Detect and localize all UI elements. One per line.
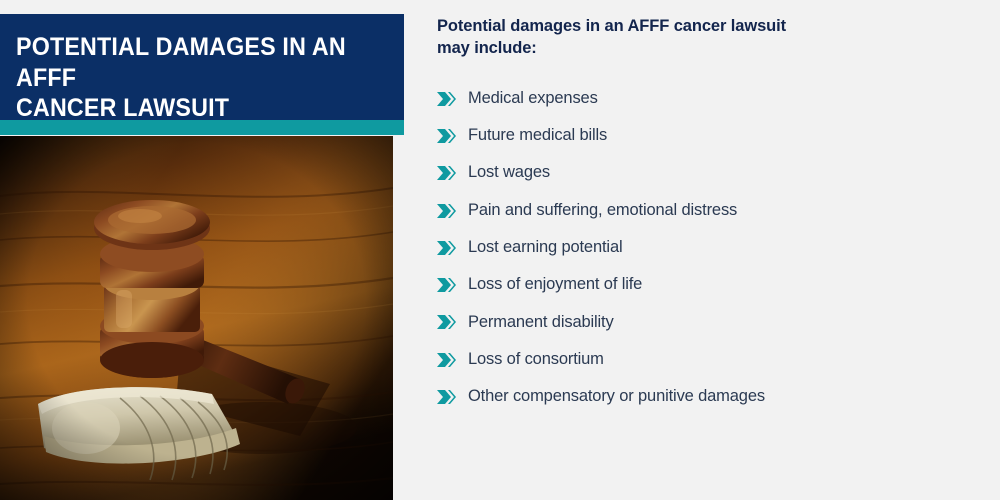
double-chevron-right-icon (437, 352, 457, 367)
list-item-label: Loss of enjoyment of life (468, 275, 643, 294)
list-item: Medical expenses (433, 80, 993, 117)
list-item: Loss of consortium (433, 341, 993, 378)
list-item: Other compensatory or punitive damages (433, 378, 993, 415)
right-panel: Potential damages in an AFFF cancer laws… (433, 0, 1000, 500)
list-item: Permanent disability (433, 304, 993, 341)
list-item-label: Lost earning potential (468, 237, 623, 256)
double-chevron-right-icon (437, 390, 457, 405)
page-title: POTENTIAL DAMAGES IN AN AFFF CANCER LAWS… (16, 33, 346, 122)
double-chevron-right-icon (437, 91, 457, 106)
left-panel: POTENTIAL DAMAGES IN AN AFFF CANCER LAWS… (0, 0, 404, 500)
list-item-label: Loss of consortium (468, 349, 604, 368)
list-item-label: Permanent disability (468, 312, 614, 331)
list-item-label: Pain and suffering, emotional distress (468, 200, 738, 219)
title-accent-band (0, 120, 404, 135)
list-item: Lost earning potential (433, 229, 993, 266)
list-item-label: Medical expenses (468, 88, 598, 107)
double-chevron-right-icon (437, 240, 457, 255)
double-chevron-right-icon (437, 315, 457, 330)
double-chevron-right-icon (437, 166, 457, 181)
title-card: POTENTIAL DAMAGES IN AN AFFF CANCER LAWS… (0, 14, 404, 122)
list-item: Pain and suffering, emotional distress (433, 192, 993, 229)
double-chevron-right-icon (437, 203, 457, 218)
list-item-label: Other compensatory or punitive damages (468, 387, 765, 406)
list-item: Loss of enjoyment of life (433, 266, 993, 303)
list-heading: Potential damages in an AFFF cancer laws… (437, 17, 787, 57)
gavel-photo (0, 136, 393, 500)
double-chevron-right-icon (437, 278, 457, 293)
list-item-label: Lost wages (468, 163, 550, 182)
list-item-label: Future medical bills (468, 126, 608, 145)
gavel-photo-illustration (0, 136, 393, 500)
list-item: Lost wages (433, 155, 993, 192)
damages-list: Medical expenses Future medical bills (433, 80, 993, 416)
double-chevron-right-icon (437, 128, 457, 143)
list-item: Future medical bills (433, 117, 993, 154)
